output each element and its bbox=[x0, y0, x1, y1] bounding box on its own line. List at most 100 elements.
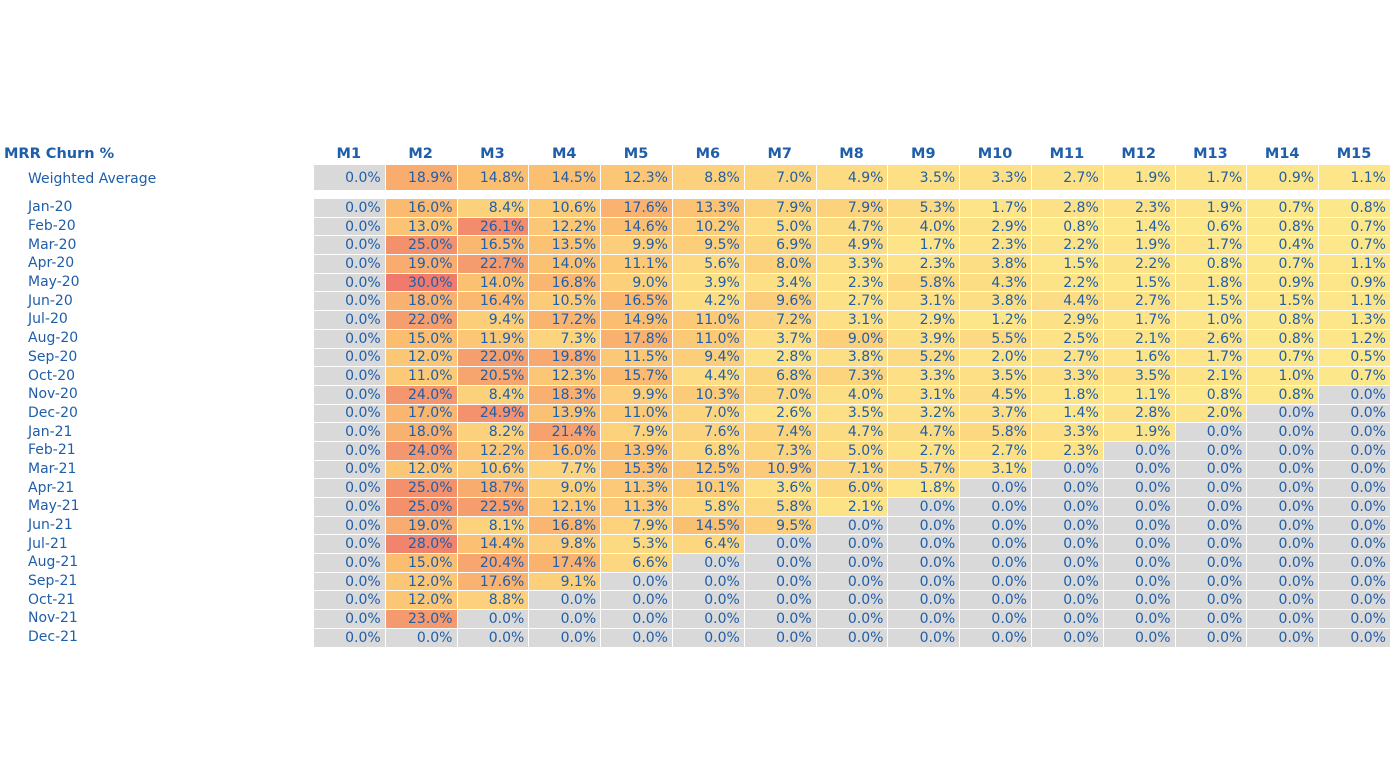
heatmap-cell: 0.0% bbox=[528, 627, 601, 647]
heatmap-cell: 0.0% bbox=[312, 515, 385, 535]
heatmap-cell: 0.0% bbox=[1318, 515, 1390, 535]
row-label: May-21 bbox=[28, 498, 80, 515]
heatmap-cell: 0.0% bbox=[312, 571, 385, 591]
heatmap-cell: 22.7% bbox=[456, 254, 529, 273]
heatmap-cell: 0.8% bbox=[1174, 384, 1247, 404]
heatmap-cell: 6.4% bbox=[671, 534, 744, 554]
heatmap-cell: 9.4% bbox=[671, 347, 744, 367]
heatmap-cell: 1.0% bbox=[1174, 310, 1247, 329]
heatmap-cell: 20.4% bbox=[456, 553, 529, 572]
heatmap-cell: 0.0% bbox=[1246, 422, 1319, 441]
column-header: M10 bbox=[977, 146, 1013, 162]
heatmap-cell: 13.3% bbox=[671, 198, 744, 217]
cohort-row: Sep-20 0.0% 12.0% 22.0% 19.8% 11.5% 9.4% 2.8% 3.… bbox=[0, 347, 1390, 367]
heatmap-cell: 26.1% bbox=[456, 216, 529, 236]
cohort-row: Jun-20 0.0% 18.0% 16.4% 10.5% 16.5% 4.2% 9.6% 2.… bbox=[0, 291, 1390, 311]
heatmap-cell: 0.0% bbox=[312, 478, 385, 497]
heatmap-cell: 0.0% bbox=[1102, 609, 1175, 628]
heatmap-cell: 3.6% bbox=[743, 478, 816, 497]
heatmap-cell: 22.0% bbox=[384, 310, 457, 329]
heatmap-cell: 0.0% bbox=[671, 609, 744, 628]
heatmap-cell: 3.1% bbox=[887, 291, 960, 311]
heatmap-cell: 14.8% bbox=[456, 164, 529, 190]
heatmap-cell: 0.0% bbox=[1102, 534, 1175, 554]
heatmap-cell: 13.9% bbox=[528, 403, 601, 423]
heatmap-cell: 0.0% bbox=[959, 627, 1031, 647]
heatmap-cell: 2.8% bbox=[1030, 198, 1103, 217]
heatmap-cell: 15.3% bbox=[600, 459, 672, 479]
heatmap-cell: 3.2% bbox=[887, 403, 960, 423]
heatmap-cell: 14.0% bbox=[528, 254, 601, 273]
heatmap-cell: 0.0% bbox=[1174, 534, 1247, 554]
heatmap-cell: 2.3% bbox=[1030, 440, 1103, 460]
heatmap-cell: 12.1% bbox=[528, 497, 601, 516]
column-header: M1 bbox=[336, 146, 362, 162]
heatmap-cell: 21.4% bbox=[528, 422, 601, 441]
heatmap-cell: 2.2% bbox=[1102, 254, 1175, 273]
heatmap-cell: 0.0% bbox=[312, 235, 385, 255]
heatmap-cell: 5.5% bbox=[959, 328, 1031, 348]
heatmap-cell: 0.0% bbox=[1030, 459, 1103, 479]
heatmap-cell: 0.0% bbox=[1318, 422, 1390, 441]
heatmap-cell: 0.0% bbox=[1102, 571, 1175, 591]
heatmap-cell: 0.0% bbox=[1246, 440, 1319, 460]
column-header: M2 bbox=[408, 146, 433, 162]
heatmap-cell: 4.9% bbox=[815, 164, 888, 190]
heatmap-cell: 7.0% bbox=[671, 403, 744, 423]
heatmap-cell: 1.7% bbox=[1174, 164, 1247, 190]
cohort-row: Mar-21 0.0% 12.0% 10.6% 7.7% 15.3% 12.5% 10.9% 7… bbox=[0, 459, 1390, 479]
heatmap-cell: 0.0% bbox=[312, 291, 385, 311]
heatmap-cell: 17.8% bbox=[600, 328, 672, 348]
heatmap-cell: 3.9% bbox=[671, 272, 744, 292]
chart-title: MRR Churn % bbox=[4, 146, 115, 162]
cohort-row: Sep-21 0.0% 12.0% 17.6% 9.1% 0.0% 0.0% 0.0% 0.0%… bbox=[0, 571, 1390, 591]
row-label: Sep-20 bbox=[28, 348, 78, 365]
heatmap-cell: 2.7% bbox=[815, 291, 888, 311]
heatmap-cell: 0.0% bbox=[312, 403, 385, 423]
heatmap-cell: 2.6% bbox=[1174, 328, 1247, 348]
row-label: Oct-21 bbox=[28, 591, 76, 608]
heatmap-cell: 0.0% bbox=[1318, 478, 1390, 497]
heatmap-cell: 3.5% bbox=[815, 403, 888, 423]
row-label: Jun-21 bbox=[28, 517, 73, 534]
heatmap-cell: 10.9% bbox=[743, 459, 816, 479]
heatmap-cell: 0.0% bbox=[887, 571, 960, 591]
heatmap-cell: 3.7% bbox=[959, 403, 1031, 423]
cohort-row: Apr-20 0.0% 19.0% 22.7% 14.0% 11.1% 5.6% 8.0% 3.… bbox=[0, 254, 1390, 273]
cohort-row: Oct-21 0.0% 12.0% 8.8% 0.0% 0.0% 0.0% 0.0% 0.0% 0… bbox=[0, 590, 1390, 610]
heatmap-cell: 15.0% bbox=[384, 553, 457, 572]
heatmap-cell: 16.8% bbox=[528, 515, 601, 535]
heatmap-cell: 3.1% bbox=[887, 384, 960, 404]
heatmap-cell: 3.8% bbox=[815, 347, 888, 367]
heatmap-cell: 11.0% bbox=[600, 403, 672, 423]
row-gap-cell bbox=[0, 190, 1390, 198]
heatmap-cell: 13.5% bbox=[528, 235, 601, 255]
heatmap-cell: 0.7% bbox=[1246, 254, 1319, 273]
heatmap-cell: 6.0% bbox=[815, 478, 888, 497]
heatmap-cell: 0.0% bbox=[1246, 459, 1319, 479]
heatmap-cell: 7.3% bbox=[743, 440, 816, 460]
heatmap-cell: 10.6% bbox=[528, 198, 601, 217]
heatmap-cell: 0.0% bbox=[1102, 440, 1175, 460]
row-gap bbox=[0, 190, 1390, 198]
heatmap-cell: 11.5% bbox=[600, 347, 672, 367]
mrr-churn-heatmap: MRR Churn % M1 M2 M3 M4 M5 M6 M7 M8 M9 M10 M11 M12 M… bbox=[0, 138, 1390, 647]
heatmap-cell: 4.3% bbox=[959, 272, 1031, 292]
heatmap-cell: 0.7% bbox=[1318, 216, 1390, 236]
heatmap-cell: 4.9% bbox=[815, 235, 888, 255]
heatmap-cell: 6.9% bbox=[743, 235, 816, 255]
heatmap-cell: 1.1% bbox=[1318, 254, 1390, 273]
heatmap-cell: 0.7% bbox=[1318, 235, 1390, 255]
heatmap-body: Weighted Average 0.0% 18.9% 14.8% 14.5% 12.3%… bbox=[0, 164, 1390, 647]
heatmap-cell: 16.4% bbox=[456, 291, 529, 311]
heatmap-cell: 3.3% bbox=[815, 254, 888, 273]
heatmap-cell: 0.0% bbox=[1246, 403, 1319, 423]
cohort-row: Feb-20 0.0% 13.0% 26.1% 12.2% 14.6% 10.2% 5.0% 4… bbox=[0, 216, 1390, 236]
heatmap-cell: 2.1% bbox=[1174, 366, 1247, 385]
heatmap-cell: 0.0% bbox=[1102, 553, 1175, 572]
heatmap-cell: 0.0% bbox=[1102, 627, 1175, 647]
heatmap-cell: 1.7% bbox=[1174, 235, 1247, 255]
heatmap-cell: 2.5% bbox=[1030, 328, 1103, 348]
heatmap-cell: 5.8% bbox=[671, 497, 744, 516]
heatmap-cell: 0.0% bbox=[671, 590, 744, 610]
